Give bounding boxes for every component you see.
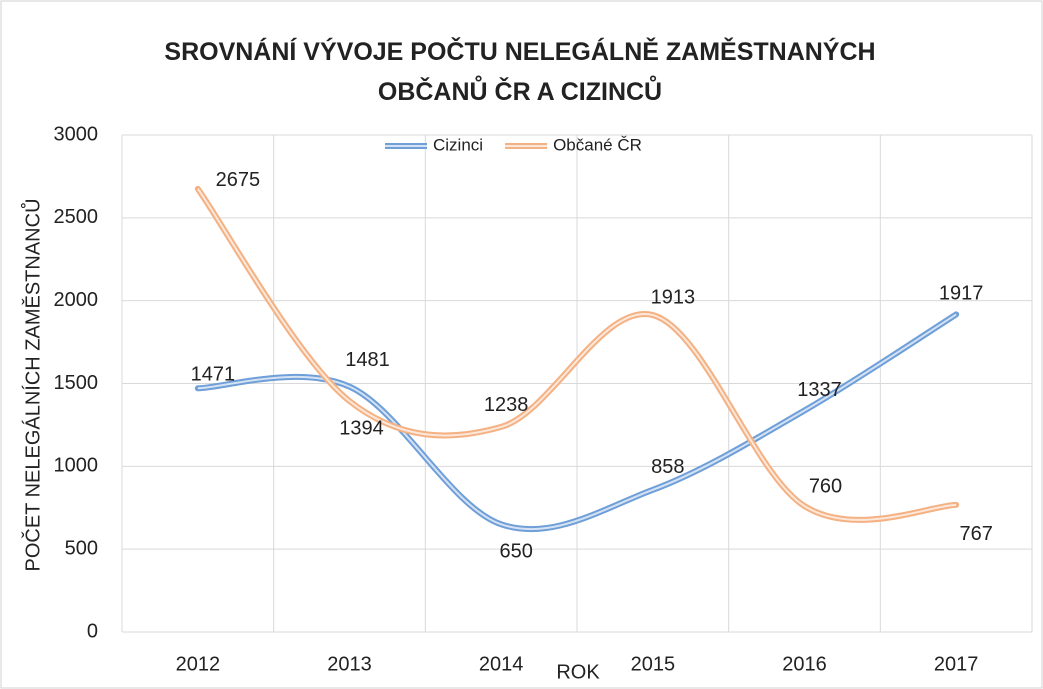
legend-label: Občané ČR	[553, 135, 642, 154]
data-label: 1238	[484, 394, 529, 416]
x-tick-label: 2016	[782, 653, 827, 675]
chart-title: SROVNÁNÍ VÝVOJE POČTU NELEGÁLNĚ ZAMĚSTNA…	[164, 38, 876, 106]
x-tick-label: 2014	[479, 653, 524, 675]
series-line-highlight	[197, 188, 957, 521]
data-label: 2675	[216, 169, 261, 191]
y-tick-label: 1000	[54, 455, 99, 477]
legend-label: Cizinci	[433, 135, 483, 154]
data-label: 1917	[939, 283, 984, 305]
data-label: 650	[499, 541, 532, 563]
y-tick-label: 3000	[54, 123, 99, 145]
data-label: 760	[809, 475, 842, 497]
y-axis-title: POČET NELEGÁLNÍCH ZAMĚSTNANCŮ	[20, 198, 44, 571]
data-label: 767	[959, 523, 992, 545]
x-tick-label: 2012	[176, 653, 221, 675]
y-tick-label: 500	[65, 537, 98, 559]
data-label: 1481	[345, 349, 390, 371]
y-tick-label: 2500	[54, 206, 99, 228]
x-tick-label: 2017	[934, 653, 979, 675]
x-tick-label: 2013	[327, 653, 372, 675]
data-label: 1471	[191, 364, 236, 386]
data-label: 1913	[651, 286, 696, 308]
y-tick-label: 1500	[54, 372, 99, 394]
x-tick-label: 2015	[631, 653, 676, 675]
data-label: 858	[651, 456, 684, 478]
y-tick-label: 0	[87, 620, 98, 642]
y-tick-label: 2000	[54, 289, 99, 311]
series-line-highlight	[197, 313, 957, 531]
data-label: 1394	[339, 417, 384, 439]
x-axis-title: ROK	[556, 661, 600, 683]
data-label: 1337	[797, 379, 842, 401]
